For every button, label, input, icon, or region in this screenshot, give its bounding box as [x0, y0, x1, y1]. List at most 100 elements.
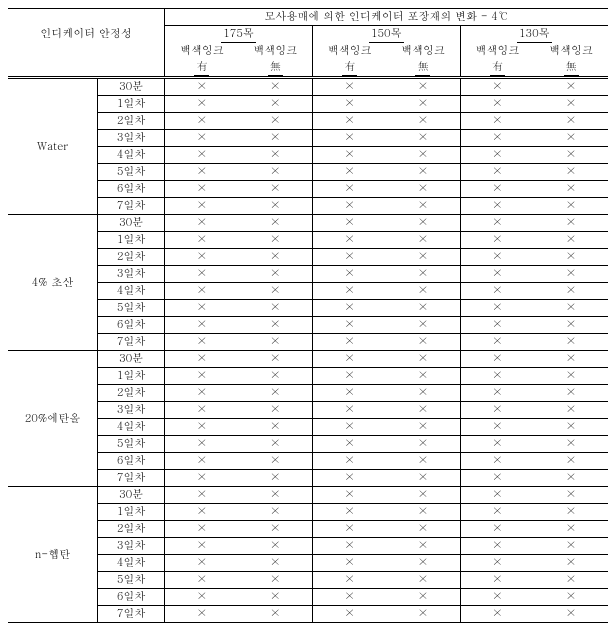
- data-cell: ×: [460, 96, 534, 113]
- data-cell: ×: [386, 198, 460, 215]
- data-cell: ×: [239, 538, 313, 555]
- data-cell: ×: [239, 606, 313, 623]
- ink-yes: 有: [312, 59, 386, 78]
- data-cell: ×: [239, 419, 313, 436]
- timepoint-label: 4일차: [98, 283, 165, 300]
- mesh-130: 130목: [460, 26, 608, 44]
- data-cell: ×: [312, 181, 386, 198]
- data-cell: ×: [460, 606, 534, 623]
- data-cell: ×: [386, 402, 460, 419]
- data-cell: ×: [312, 130, 386, 147]
- data-cell: ×: [312, 351, 386, 368]
- data-cell: ×: [312, 249, 386, 266]
- data-cell: ×: [239, 470, 313, 487]
- data-cell: ×: [460, 215, 534, 232]
- data-cell: ×: [312, 266, 386, 283]
- data-cell: ×: [239, 283, 313, 300]
- data-cell: ×: [165, 453, 239, 470]
- data-cell: ×: [386, 470, 460, 487]
- data-cell: ×: [460, 147, 534, 164]
- data-cell: ×: [165, 436, 239, 453]
- data-cell: ×: [386, 300, 460, 317]
- data-cell: ×: [460, 351, 534, 368]
- data-cell: ×: [165, 470, 239, 487]
- data-cell: ×: [165, 96, 239, 113]
- data-cell: ×: [534, 538, 608, 555]
- timepoint-label: 7일차: [98, 470, 165, 487]
- table-row: 4% 초산30분××××××: [8, 215, 608, 232]
- data-cell: ×: [165, 521, 239, 538]
- table-row: 6일차××××××: [8, 453, 608, 470]
- table-row: 5일차××××××: [8, 436, 608, 453]
- table-row: 1일차××××××: [8, 368, 608, 385]
- table-row: 2일차××××××: [8, 113, 608, 130]
- data-cell: ×: [312, 232, 386, 249]
- table-row: n-헵탄30분××××××: [8, 487, 608, 504]
- ink-label: 백색잉크: [460, 43, 534, 59]
- data-cell: ×: [165, 606, 239, 623]
- data-cell: ×: [165, 78, 239, 96]
- data-cell: ×: [386, 96, 460, 113]
- data-cell: ×: [534, 266, 608, 283]
- data-cell: ×: [534, 300, 608, 317]
- table-row: 7일차××××××: [8, 334, 608, 351]
- data-cell: ×: [460, 317, 534, 334]
- table-row: 6일차××××××: [8, 317, 608, 334]
- timepoint-label: 6일차: [98, 453, 165, 470]
- data-cell: ×: [165, 368, 239, 385]
- data-cell: ×: [386, 147, 460, 164]
- data-cell: ×: [386, 538, 460, 555]
- data-cell: ×: [460, 164, 534, 181]
- data-cell: ×: [534, 164, 608, 181]
- data-cell: ×: [460, 283, 534, 300]
- table-row: 1일차××××××: [8, 504, 608, 521]
- data-cell: ×: [312, 300, 386, 317]
- data-cell: ×: [460, 487, 534, 504]
- table-row: 4일차××××××: [8, 283, 608, 300]
- data-cell: ×: [386, 130, 460, 147]
- data-cell: ×: [312, 504, 386, 521]
- data-cell: ×: [386, 266, 460, 283]
- data-cell: ×: [534, 368, 608, 385]
- table-row: 2일차××××××: [8, 385, 608, 402]
- data-cell: ×: [460, 436, 534, 453]
- data-cell: ×: [239, 215, 313, 232]
- data-cell: ×: [534, 249, 608, 266]
- data-cell: ×: [239, 78, 313, 96]
- data-cell: ×: [460, 453, 534, 470]
- data-cell: ×: [460, 181, 534, 198]
- data-cell: ×: [534, 317, 608, 334]
- table-row: 3일차××××××: [8, 266, 608, 283]
- table-row: 4일차××××××: [8, 419, 608, 436]
- data-cell: ×: [534, 351, 608, 368]
- data-cell: ×: [534, 232, 608, 249]
- table-row: 4일차××××××: [8, 555, 608, 572]
- data-cell: ×: [460, 130, 534, 147]
- data-cell: ×: [312, 402, 386, 419]
- data-cell: ×: [312, 283, 386, 300]
- data-cell: ×: [165, 249, 239, 266]
- table-row: 5일차××××××: [8, 300, 608, 317]
- data-cell: ×: [460, 521, 534, 538]
- data-cell: ×: [165, 504, 239, 521]
- data-cell: ×: [239, 487, 313, 504]
- table-row: 3일차××××××: [8, 402, 608, 419]
- timepoint-label: 2일차: [98, 113, 165, 130]
- data-cell: ×: [239, 317, 313, 334]
- data-cell: ×: [239, 130, 313, 147]
- data-cell: ×: [386, 521, 460, 538]
- data-cell: ×: [165, 113, 239, 130]
- timepoint-label: 5일차: [98, 164, 165, 181]
- ink-label: 백색잉크: [239, 43, 313, 59]
- ink-no: 無: [386, 59, 460, 78]
- data-cell: ×: [386, 385, 460, 402]
- data-cell: ×: [312, 334, 386, 351]
- data-cell: ×: [386, 504, 460, 521]
- table-row: 7일차××××××: [8, 198, 608, 215]
- data-cell: ×: [239, 181, 313, 198]
- data-cell: ×: [312, 164, 386, 181]
- data-cell: ×: [534, 470, 608, 487]
- table-row: 6일차××××××: [8, 181, 608, 198]
- group-label: 4% 초산: [8, 215, 98, 351]
- data-cell: ×: [239, 300, 313, 317]
